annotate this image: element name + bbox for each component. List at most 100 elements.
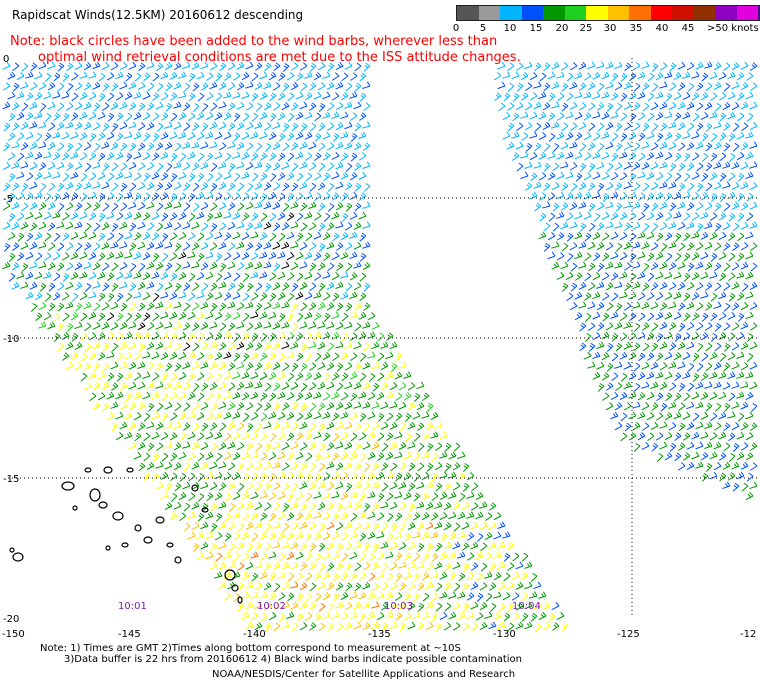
- wind-barb: [367, 351, 376, 359]
- wind-barb: [395, 512, 403, 522]
- wind-barb: [353, 101, 362, 110]
- wind-barb: [174, 342, 182, 352]
- wind-barb: [227, 221, 236, 230]
- wind-barb: [439, 511, 448, 521]
- wind-barb: [389, 582, 398, 591]
- wind-barb: [17, 152, 25, 162]
- wind-barb: [111, 222, 119, 232]
- wind-barb: [327, 102, 335, 111]
- wind-barb: [641, 381, 650, 389]
- wind-barb: [344, 441, 353, 450]
- wind-barb: [237, 602, 245, 612]
- wind-barb: [466, 592, 475, 601]
- wind-barb: [250, 511, 259, 520]
- wind-barb: [92, 161, 101, 169]
- wind-barb: [331, 171, 340, 180]
- wind-barb: [88, 91, 97, 101]
- wind-barb: [452, 622, 461, 631]
- wind-barb: [642, 342, 650, 352]
- wind-barb: [232, 151, 241, 159]
- wind-barb: [651, 342, 659, 352]
- wind-barb: [718, 371, 727, 379]
- legend-swatch: [693, 6, 715, 20]
- wind-barb: [106, 211, 115, 220]
- wind-barb: [674, 252, 682, 262]
- wind-barb: [236, 501, 245, 511]
- wind-barb: [93, 202, 101, 211]
- wind-barb: [255, 302, 263, 312]
- wind-barb: [210, 402, 218, 412]
- wind-barb: [223, 371, 232, 381]
- wind-barb: [561, 82, 569, 92]
- wind-barb: [740, 82, 749, 91]
- wind-barb: [669, 342, 677, 351]
- wind-barb: [344, 542, 353, 551]
- wind-barb: [264, 602, 272, 611]
- wind-barb: [538, 111, 547, 120]
- wind-barb: [206, 172, 214, 182]
- wind-barb: [713, 81, 722, 91]
- wind-barb: [155, 421, 164, 431]
- wind-barb: [305, 452, 313, 462]
- wind-barb: [182, 141, 191, 150]
- wind-barb: [291, 302, 299, 312]
- wind-barb: [435, 542, 443, 552]
- wind-barb: [62, 172, 70, 182]
- latitude-label: -15: [3, 474, 19, 485]
- legend-color-bar: [456, 5, 760, 21]
- wind-barb: [745, 171, 754, 180]
- wind-barb: [750, 262, 758, 272]
- wind-barb: [119, 281, 128, 289]
- wind-barb: [305, 473, 313, 482]
- wind-barb: [719, 172, 727, 182]
- wind-barb: [556, 211, 565, 219]
- wind-barb: [705, 402, 713, 412]
- wind-barb: [160, 491, 169, 499]
- wind-barb: [308, 222, 317, 231]
- wind-barb: [737, 313, 745, 322]
- wind-barb: [269, 152, 277, 161]
- wind-barb: [740, 302, 749, 311]
- wind-barb: [503, 612, 511, 622]
- wind-barb: [421, 511, 430, 521]
- wind-barb: [605, 81, 614, 90]
- wind-barb: [502, 111, 511, 121]
- wind-barb: [11, 221, 20, 230]
- wind-barb: [534, 142, 542, 152]
- wind-barb: [637, 231, 646, 239]
- wind-barb: [647, 112, 655, 122]
- wind-barb: [74, 362, 83, 371]
- wind-barb: [407, 441, 416, 449]
- wind-barb: [124, 411, 133, 420]
- wind-barb: [245, 581, 254, 589]
- wind-barb: [16, 112, 25, 121]
- wind-barb: [623, 201, 632, 209]
- wind-barb: [71, 112, 79, 122]
- wind-barb: [457, 451, 466, 460]
- wind-barb: [731, 161, 740, 170]
- wind-barb: [268, 71, 277, 81]
- wind-barb: [299, 181, 308, 190]
- wind-barb: [272, 361, 281, 370]
- wind-barb: [359, 92, 367, 102]
- wind-barb: [740, 161, 749, 170]
- wind-barb: [520, 151, 529, 159]
- wind-barb: [223, 351, 232, 360]
- wind-barb: [296, 312, 304, 322]
- wind-barb: [740, 321, 749, 330]
- wind-barb: [727, 371, 736, 380]
- island: [61, 481, 75, 491]
- wind-barb: [358, 391, 367, 399]
- wind-barb: [79, 292, 88, 301]
- wind-barb: [137, 381, 146, 390]
- wind-barb: [422, 392, 430, 401]
- wind-barb: [84, 322, 92, 332]
- wind-barb: [116, 292, 124, 302]
- wind-barb: [125, 112, 133, 122]
- wind-barb: [250, 271, 259, 279]
- wind-barb: [583, 172, 592, 181]
- wind-barb: [93, 222, 101, 232]
- wind-barb: [233, 272, 241, 282]
- wind-barb: [371, 401, 380, 409]
- wind-barb: [480, 562, 488, 572]
